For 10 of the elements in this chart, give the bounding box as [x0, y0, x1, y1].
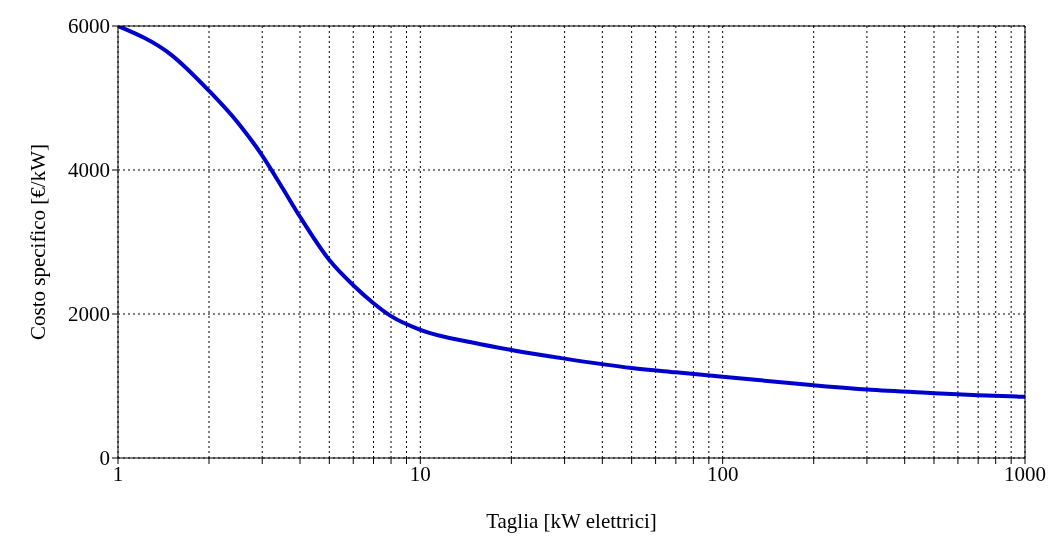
y-tick-label: 4000	[68, 158, 110, 183]
y-tick-label: 6000	[68, 14, 110, 39]
x-tick-label: 1000	[1004, 461, 1046, 486]
y-tick-label: 2000	[68, 302, 110, 327]
y-axis-title: Costo specifico [€/kW]	[26, 144, 51, 340]
x-tick-label: 1	[112, 461, 124, 486]
x-tick-label: 10	[409, 461, 431, 486]
x-tick-label: 100	[706, 461, 739, 486]
x-axis-title: Taglia [kW elettrici]	[486, 509, 657, 533]
y-tick-label: 0	[99, 446, 110, 471]
